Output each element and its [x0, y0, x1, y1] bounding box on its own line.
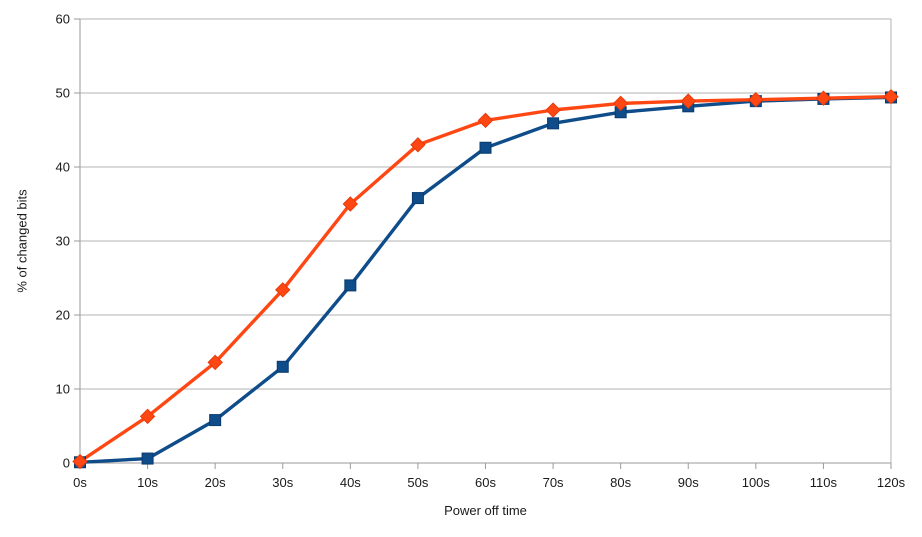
x-tick-label: 50s	[407, 475, 428, 490]
marker-square	[547, 117, 560, 130]
marker-diamond	[545, 102, 561, 118]
marker-square	[411, 192, 424, 205]
marker-diamond	[748, 91, 764, 108]
x-tick-label: 70s	[543, 475, 564, 490]
x-tick-label: 120s	[877, 475, 906, 490]
x-axis-title: Power off time	[444, 503, 527, 518]
marker-square	[209, 414, 222, 427]
marker-diamond	[477, 112, 494, 129]
y-tick-label: 50	[56, 86, 70, 101]
x-tick-label: 60s	[475, 475, 496, 490]
x-tick-label: 80s	[610, 475, 631, 490]
y-tick-label: 0	[63, 456, 70, 471]
x-tick-label: 90s	[678, 475, 699, 490]
marker-diamond	[72, 453, 88, 470]
x-tick-label: 20s	[205, 475, 226, 490]
x-tick-label: 100s	[742, 475, 771, 490]
x-tick-label: 40s	[340, 475, 361, 490]
marker-square	[479, 141, 492, 154]
marker-diamond	[207, 354, 223, 371]
marker-diamond	[680, 93, 696, 109]
marker-square	[276, 360, 289, 373]
x-tick-label: 30s	[272, 475, 293, 490]
marker-square	[344, 279, 357, 292]
y-tick-label: 20	[56, 308, 70, 323]
marker-diamond	[883, 88, 899, 105]
marker-diamond	[815, 90, 832, 106]
y-axis-title: % of changed bits	[14, 189, 30, 293]
marker-diamond	[139, 408, 156, 425]
marker-diamond	[612, 95, 629, 112]
marker-square	[141, 452, 154, 465]
x-tick-label: 0s	[73, 475, 87, 490]
marker-diamond	[342, 196, 359, 212]
y-tick-label: 10	[56, 382, 70, 397]
x-tick-label: 10s	[137, 475, 158, 490]
y-tick-label: 30	[56, 234, 70, 249]
y-tick-label: 40	[56, 160, 70, 175]
y-tick-label: 60	[56, 12, 70, 27]
x-tick-label: 110s	[810, 475, 838, 490]
marker-diamond	[410, 137, 426, 153]
marker-diamond	[275, 282, 291, 298]
